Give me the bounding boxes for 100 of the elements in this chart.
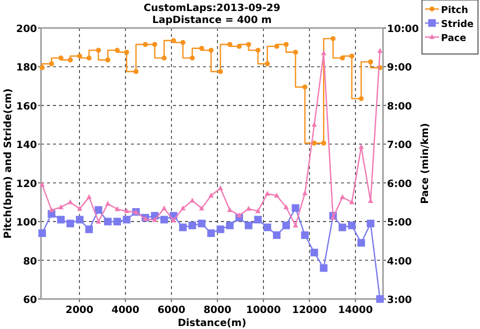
- point: [236, 212, 242, 218]
- y2-tick-label: 4:00: [387, 256, 412, 268]
- point: [133, 69, 138, 74]
- point: [207, 229, 215, 237]
- point: [301, 231, 309, 239]
- point: [77, 206, 82, 211]
- y-tick-label: 80: [23, 256, 38, 268]
- y2-tick-label: 8:00: [387, 101, 412, 112]
- y-tick-label: 100: [16, 218, 38, 229]
- point: [190, 56, 195, 61]
- point: [292, 222, 298, 228]
- point: [171, 38, 176, 44]
- point: [218, 185, 224, 190]
- point: [218, 69, 223, 74]
- point: [68, 199, 73, 204]
- point: [255, 208, 261, 214]
- point: [199, 205, 204, 210]
- point: [104, 218, 112, 226]
- x-tick-label: 14000: [338, 305, 373, 316]
- point: [376, 295, 384, 303]
- point: [208, 48, 214, 53]
- chart-title: CustomLaps:2013-09-29: [144, 3, 280, 14]
- y-tick-label: 120: [16, 178, 38, 190]
- point: [38, 229, 46, 237]
- point: [310, 248, 318, 256]
- point: [216, 226, 224, 234]
- point: [105, 200, 110, 206]
- y2-axis-title: Pace (min/km): [420, 123, 431, 204]
- y-tick-label: 60: [23, 295, 38, 306]
- x-tick-label: 6000: [157, 305, 186, 316]
- point: [68, 57, 73, 62]
- legend-label: Pitch: [441, 5, 468, 16]
- point: [348, 222, 356, 230]
- point: [180, 40, 186, 46]
- point: [162, 205, 167, 210]
- y2-tick-label: 9:00: [387, 62, 412, 74]
- x-tick-label: 8000: [203, 305, 232, 316]
- point: [338, 224, 346, 232]
- point: [312, 122, 317, 127]
- point: [58, 56, 64, 61]
- y2-tick-label: 10:00: [387, 24, 419, 35]
- point: [180, 205, 186, 210]
- point: [66, 220, 74, 228]
- point: [188, 222, 196, 230]
- point: [302, 190, 308, 196]
- point: [40, 182, 45, 187]
- point: [96, 48, 101, 53]
- point: [274, 44, 280, 49]
- x-axis-title: Distance(m): [178, 318, 246, 329]
- point: [85, 226, 93, 234]
- point: [292, 204, 300, 212]
- y2-tick-label: 7:00: [387, 140, 412, 152]
- point: [113, 218, 122, 226]
- point: [377, 48, 383, 53]
- point: [190, 198, 195, 203]
- point: [49, 61, 54, 66]
- y-axis-title: Pitch(bpm) and Stride(cm): [3, 88, 14, 239]
- point: [272, 231, 281, 239]
- point: [358, 144, 364, 149]
- point: [227, 42, 232, 47]
- point: [152, 217, 158, 222]
- point: [254, 216, 262, 224]
- y-tick-label: 200: [16, 24, 38, 35]
- point: [94, 206, 102, 214]
- y-tick-label: 160: [16, 101, 38, 112]
- point: [76, 216, 84, 224]
- point: [198, 220, 206, 228]
- point: [142, 42, 148, 47]
- point: [349, 199, 354, 204]
- point: [179, 224, 187, 232]
- point: [368, 59, 374, 64]
- point: [358, 96, 364, 102]
- point: [208, 192, 214, 198]
- point: [340, 56, 345, 61]
- x-tick-label: 4000: [111, 305, 140, 316]
- point: [114, 48, 120, 53]
- point: [340, 194, 346, 200]
- x-tick-label: 10000: [246, 305, 281, 316]
- point: [48, 206, 54, 212]
- y-tick-label: 180: [16, 62, 38, 74]
- point: [57, 216, 65, 224]
- point: [226, 222, 234, 230]
- point: [264, 61, 270, 66]
- point: [160, 216, 168, 224]
- point: [227, 206, 232, 212]
- point: [246, 42, 252, 47]
- point: [40, 65, 45, 70]
- point: [152, 42, 158, 47]
- y2-tick-label: 5:00: [387, 218, 412, 229]
- point: [284, 42, 289, 47]
- point: [124, 208, 130, 214]
- x-tick-label: 12000: [292, 305, 327, 316]
- point: [96, 218, 102, 224]
- point: [105, 57, 110, 62]
- point: [255, 48, 260, 53]
- point: [349, 54, 354, 59]
- point: [114, 206, 120, 212]
- point: [302, 84, 308, 90]
- point: [122, 216, 130, 224]
- y2-tick-label: 3:00: [387, 295, 412, 306]
